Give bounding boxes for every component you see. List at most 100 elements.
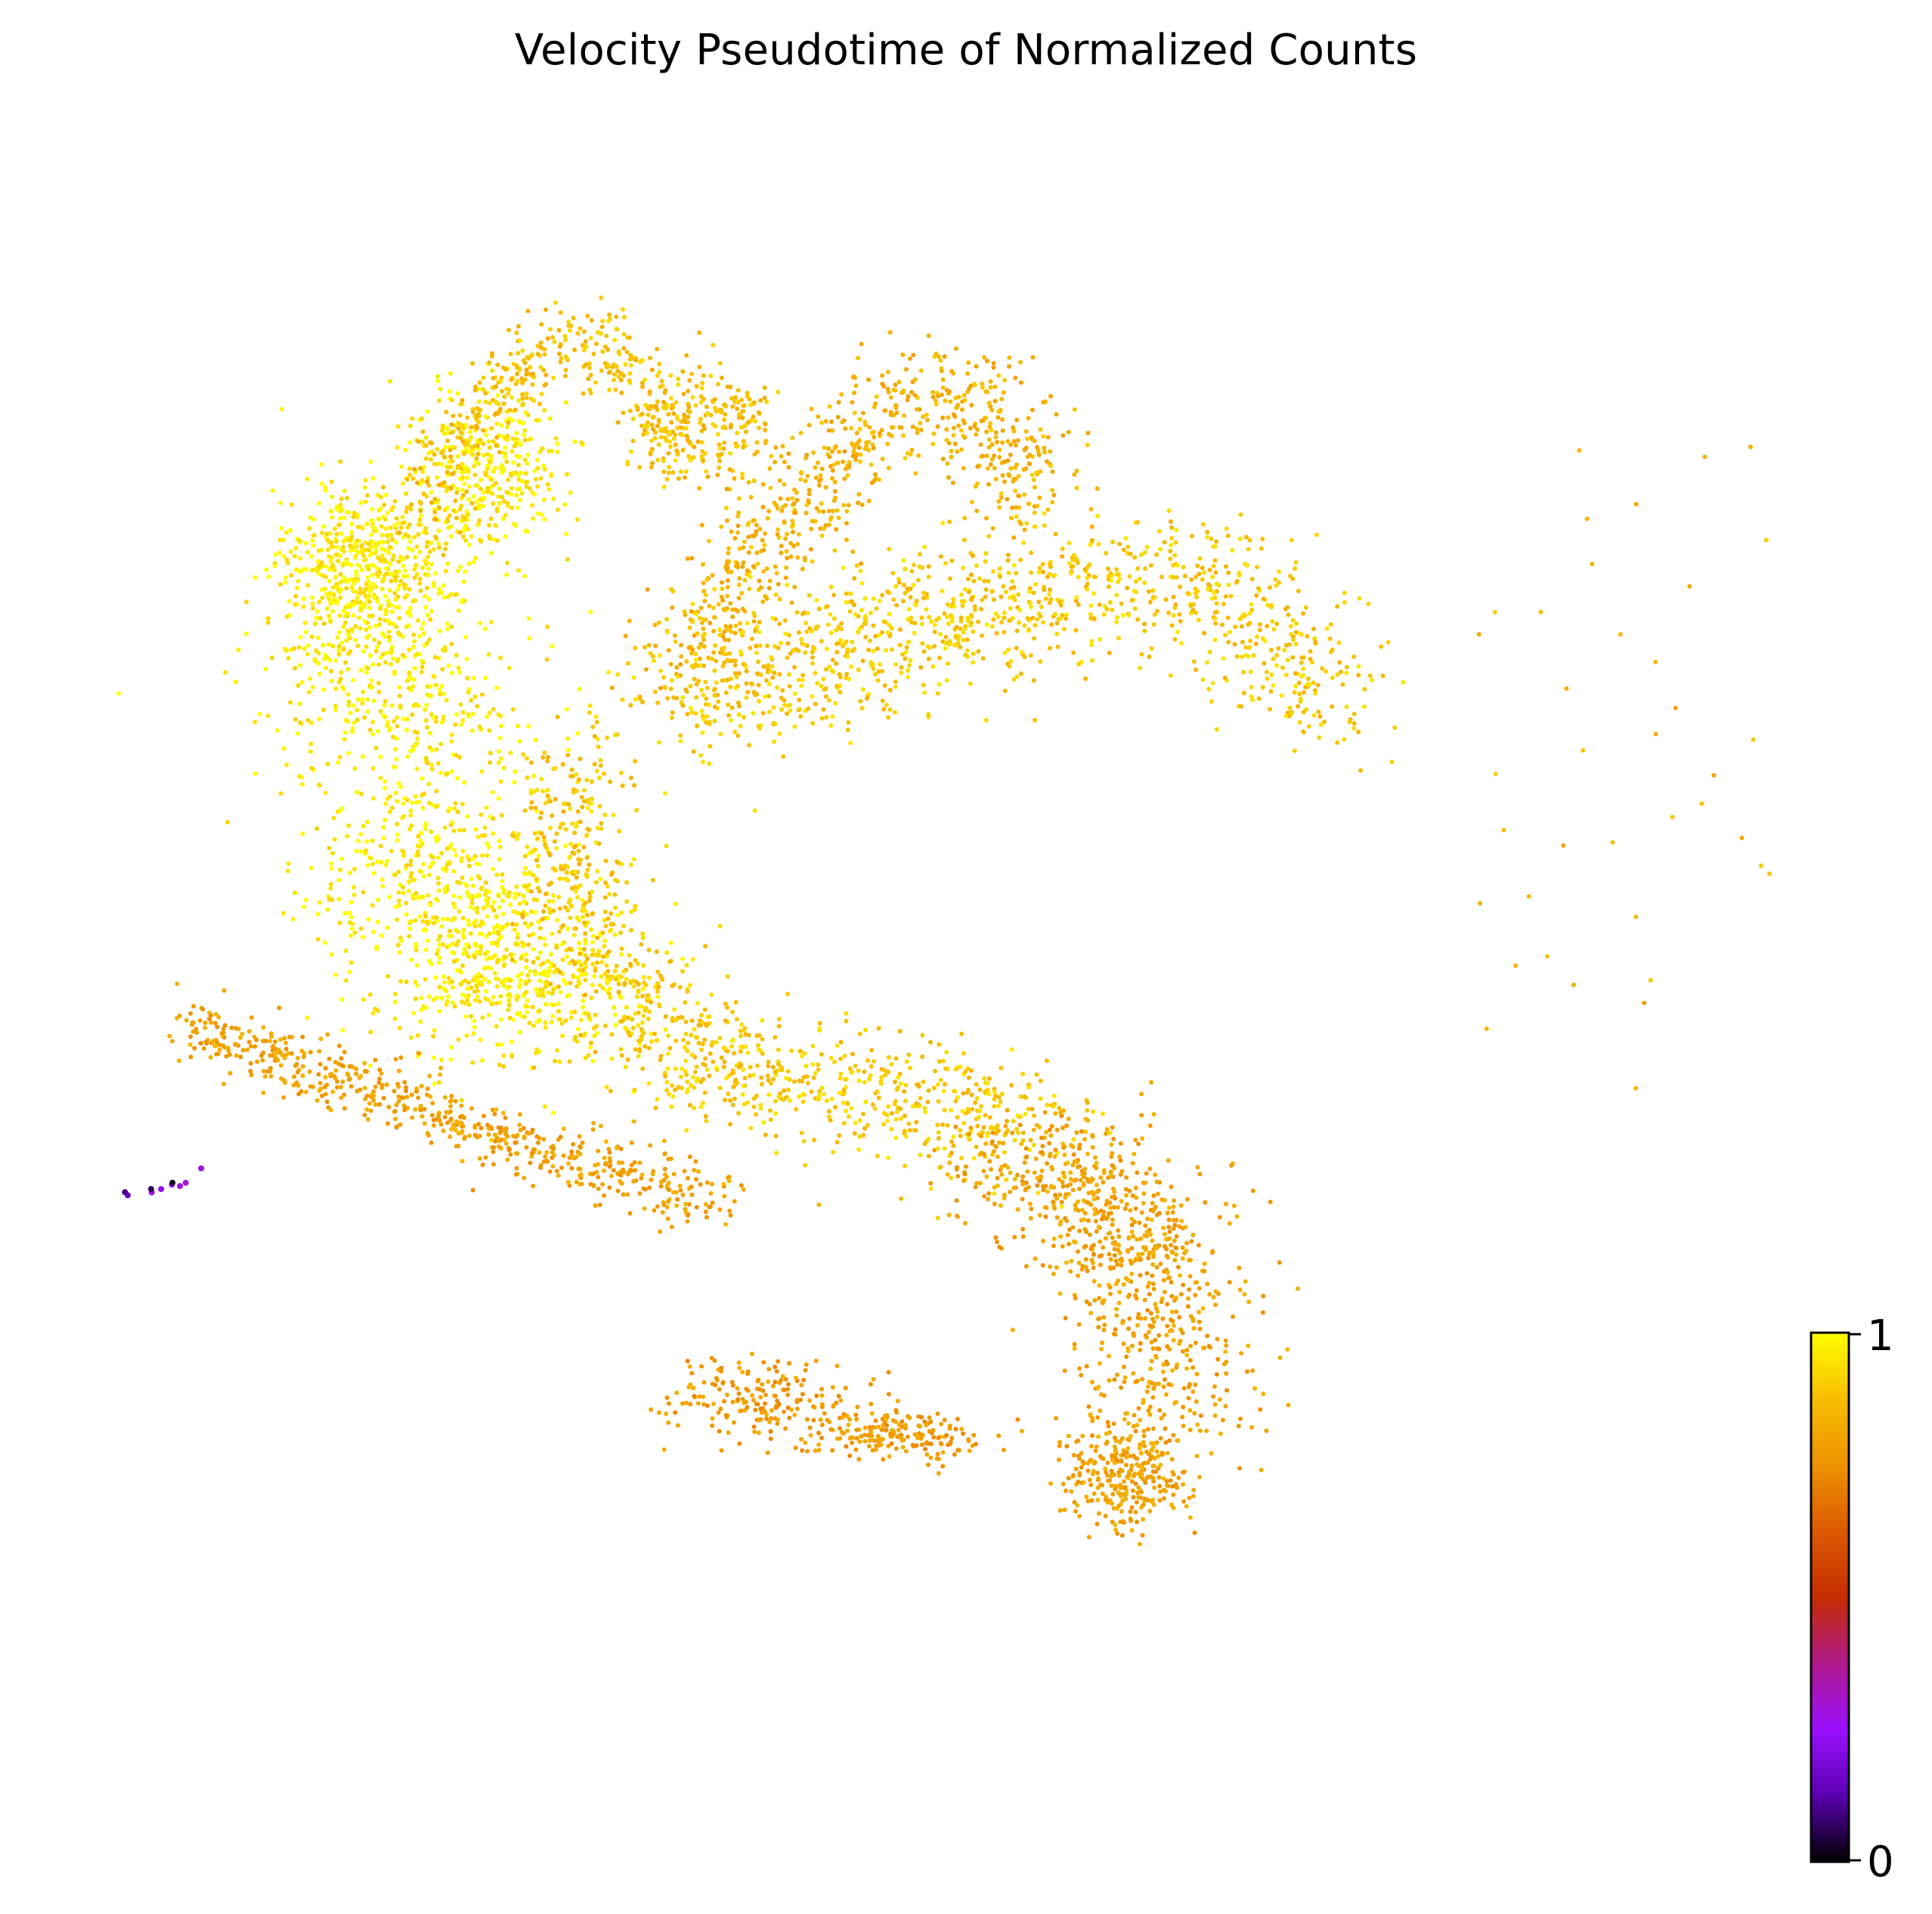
scatter-point-large-left-lobe bbox=[434, 747, 439, 752]
scatter-point-large-left-lobe bbox=[396, 781, 401, 786]
scatter-point-upper-loop bbox=[661, 469, 667, 474]
scatter-point-right-arm bbox=[678, 733, 683, 738]
scatter-point-right-arm bbox=[1211, 563, 1216, 568]
scatter-point-right-arm bbox=[1222, 675, 1228, 680]
scatter-point-upper-loop bbox=[516, 324, 521, 329]
scatter-point-large-left-lobe bbox=[464, 475, 469, 481]
scatter-point-large-left-lobe bbox=[432, 461, 437, 466]
scatter-point-right-arm bbox=[772, 644, 778, 649]
scatter-point-upper-loop bbox=[749, 417, 754, 423]
scatter-point-right-arm bbox=[1223, 633, 1228, 638]
scatter-point-right-arm bbox=[891, 597, 896, 602]
scatter-point-large-left-lobe bbox=[579, 440, 584, 445]
scatter-point-upper-right-arc bbox=[642, 645, 647, 650]
scatter-point-large-left-lobe bbox=[370, 506, 375, 512]
scatter-point-large-left-lobe bbox=[416, 834, 421, 839]
scatter-point-large-left-lobe bbox=[498, 714, 503, 719]
scatter-point-large-left-lobe bbox=[351, 577, 357, 582]
scatter-point-upper-right-arc bbox=[754, 522, 759, 528]
scatter-point-right-arm bbox=[887, 633, 893, 639]
scatter-point-upper-loop bbox=[591, 352, 596, 357]
scatter-point-right-arm bbox=[1169, 536, 1175, 540]
scatter-point-large-left-lobe bbox=[419, 1008, 424, 1013]
scatter-point-central-stream bbox=[772, 1035, 778, 1040]
scatter-point-right-arm bbox=[717, 627, 723, 633]
scatter-point-upper-right-arc bbox=[1042, 445, 1047, 451]
scatter-point-large-left-lobe bbox=[500, 912, 506, 916]
scatter-point-large-left-lobe bbox=[410, 712, 415, 717]
scatter-point-central-stream bbox=[537, 889, 542, 894]
scatter-point-upper-right-arc bbox=[803, 456, 809, 460]
scatter-point-upper-right-arc bbox=[914, 426, 919, 432]
scatter-point-upper-right-arc bbox=[776, 581, 781, 587]
scatter-point-right-arm bbox=[1014, 646, 1019, 651]
scatter-point-right-arm bbox=[1169, 525, 1175, 530]
scatter-point-large-left-lobe bbox=[590, 1058, 596, 1064]
scatter-point-right-arm bbox=[669, 678, 674, 683]
scatter-point-right-arm bbox=[871, 649, 876, 654]
scatter-point-upper-right-arc bbox=[1002, 479, 1007, 485]
scatter-point-right-arm bbox=[921, 683, 926, 688]
scatter-point-large-left-lobe bbox=[339, 997, 345, 1002]
scatter-point-right-arm bbox=[788, 708, 793, 713]
scatter-point-upper-loop bbox=[693, 403, 698, 408]
scatter-point-large-left-lobe bbox=[355, 708, 360, 713]
scatter-point-right-arm bbox=[946, 621, 951, 626]
scatter-point-right-arm bbox=[1262, 639, 1268, 644]
scatter-point-right-arm bbox=[726, 713, 731, 718]
scatter-point-large-left-lobe bbox=[485, 714, 490, 720]
scatter-point-large-left-lobe bbox=[563, 981, 568, 986]
scatter-point-large-left-lobe bbox=[506, 1007, 511, 1012]
scatter-point-large-left-lobe bbox=[640, 986, 646, 992]
scatter-point-large-left-lobe bbox=[309, 554, 314, 559]
scatter-point-large-left-lobe bbox=[532, 831, 537, 836]
scatter-point-large-left-lobe bbox=[528, 968, 533, 974]
scatter-point-upper-loop bbox=[612, 372, 618, 377]
scatter-point-upper-right-arc bbox=[1045, 435, 1051, 440]
scatter-point-right-arm bbox=[943, 646, 948, 651]
scatter-point-upper-right-arc bbox=[640, 699, 645, 705]
scatter-point-upper-right-arc bbox=[852, 410, 857, 416]
scatter-point-large-left-lobe bbox=[454, 486, 460, 491]
scatter-point-large-left-lobe bbox=[385, 723, 390, 728]
scatter-point-upper-loop bbox=[683, 469, 689, 474]
scatter-point-upper-loop bbox=[557, 352, 562, 357]
scatter-point-large-left-lobe bbox=[336, 897, 342, 902]
scatter-point-upper-right-arc bbox=[904, 367, 909, 372]
scatter-point-right-arm bbox=[744, 668, 749, 674]
scatter-point-right-arm bbox=[906, 607, 912, 612]
scatter-point-central-stream bbox=[742, 1076, 748, 1081]
scatter-point-upper-loop bbox=[575, 331, 581, 336]
scatter-point-large-left-lobe bbox=[592, 974, 597, 979]
scatter-point-large-left-lobe bbox=[505, 560, 509, 565]
scatter-point-large-left-lobe bbox=[355, 643, 361, 649]
scatter-point-central-stream bbox=[838, 1056, 844, 1061]
scatter-point-right-arm bbox=[1244, 534, 1249, 540]
scatter-point-upper-loop bbox=[509, 377, 514, 382]
scatter-point-right-arm bbox=[758, 672, 763, 677]
scatter-point-large-left-lobe bbox=[368, 1030, 373, 1035]
scatter-point-right-arm bbox=[1007, 618, 1012, 623]
scatter-point-large-left-lobe bbox=[336, 630, 342, 635]
scatter-point-right-arm bbox=[1351, 721, 1357, 726]
scatter-point-central-stream bbox=[817, 1020, 822, 1026]
scatter-point-right-arm bbox=[850, 649, 855, 654]
scatter-point-upper-right-arc bbox=[1038, 469, 1043, 474]
scatter-point-central-stream bbox=[730, 1009, 735, 1014]
scatter-point-large-left-lobe bbox=[437, 688, 442, 692]
scatter-point-upper-right-arc bbox=[839, 392, 844, 397]
scatter-point-right-arm bbox=[920, 641, 925, 646]
scatter-point-large-left-lobe bbox=[423, 755, 429, 760]
scatter-point-large-left-lobe bbox=[535, 511, 540, 516]
scatter-point-upper-right-arc bbox=[679, 643, 684, 648]
scatter-point-upper-loop bbox=[715, 472, 720, 478]
scatter-point-upper-right-arc bbox=[682, 609, 687, 614]
scatter-point-large-left-lobe bbox=[438, 386, 443, 392]
scatter-point-right-arm bbox=[1088, 506, 1094, 512]
scatter-point-upper-loop bbox=[721, 446, 726, 451]
scatter-point-right-arm bbox=[801, 642, 807, 647]
scatter-point-upper-right-arc bbox=[907, 356, 912, 361]
scatter-point-upper-right-arc bbox=[997, 455, 1002, 460]
scatter-point-central-stream bbox=[728, 1098, 733, 1103]
scatter-point-right-arm bbox=[707, 702, 712, 708]
